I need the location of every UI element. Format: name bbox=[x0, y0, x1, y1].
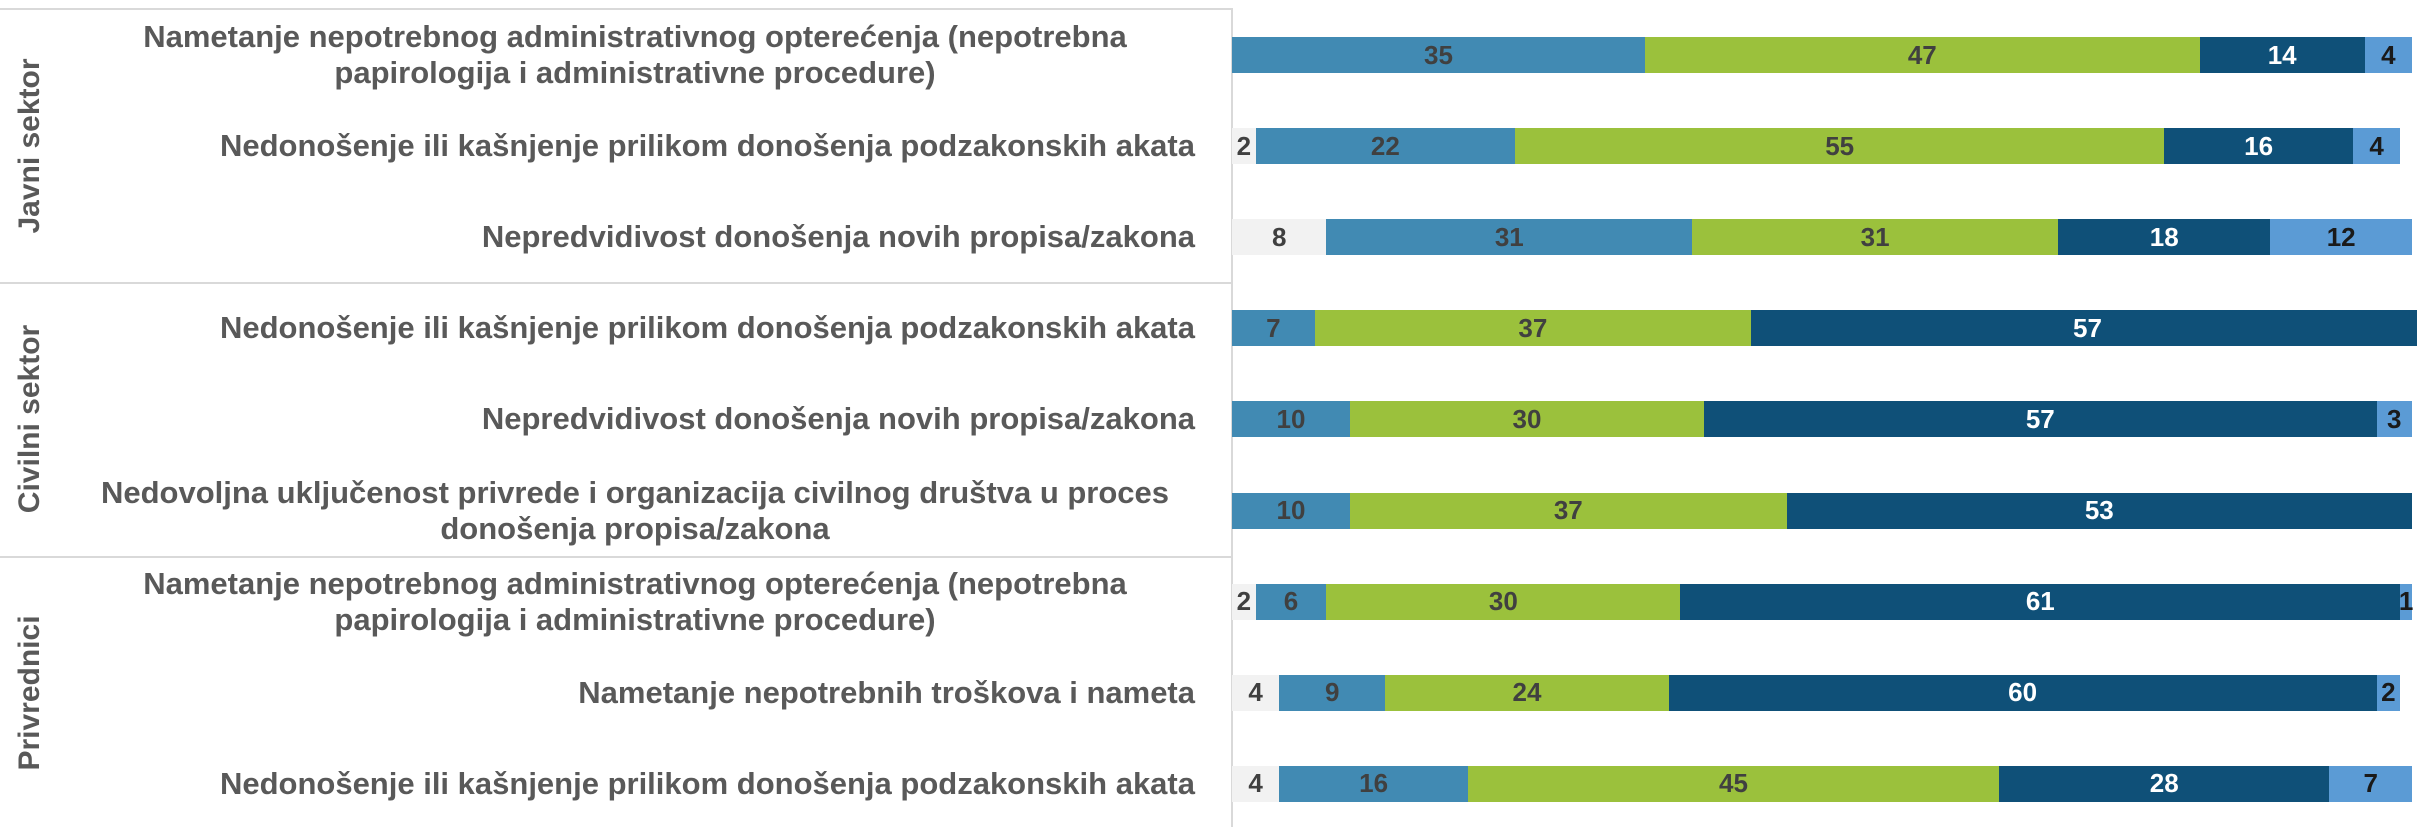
category-text: Nedonošenje ili kašnjenje prilikom donoš… bbox=[219, 765, 1195, 801]
bar-segment: 28 bbox=[1999, 765, 2330, 802]
category-text: Nedovoljna uključenost privrede i organi… bbox=[100, 474, 1170, 546]
bar-segment: 57 bbox=[1704, 401, 2377, 438]
category-label: Nedonošenje ili kašnjenje prilikom donoš… bbox=[75, 288, 1195, 368]
category-label: Nametanje nepotrebnog administrativnog o… bbox=[75, 15, 1195, 95]
bar-segment: 12 bbox=[2270, 219, 2412, 256]
bar-segment: 30 bbox=[1350, 401, 1704, 438]
bar-segment: 4 bbox=[2364, 37, 2412, 73]
bar-segment: 16 bbox=[1279, 765, 1468, 802]
bar-segment: 7 bbox=[1232, 310, 1315, 347]
bar-segment: 35 bbox=[1232, 37, 1645, 73]
bar-segment: 31 bbox=[1326, 219, 1693, 256]
bar-segment: 37 bbox=[1314, 310, 1752, 347]
bar-segment: 31 bbox=[1692, 219, 2058, 256]
bar-segment: 9 bbox=[1279, 674, 1386, 711]
group-label: Civilni sektor bbox=[13, 325, 46, 514]
bar-segment: 2 bbox=[2376, 674, 2401, 711]
bar-segment: 53 bbox=[1786, 492, 2412, 529]
bar-segment: 57 bbox=[1751, 310, 2417, 347]
bar-segment: 18 bbox=[2058, 219, 2271, 256]
bar-segment: 22 bbox=[1255, 128, 1516, 165]
bar-segment: 37 bbox=[1350, 492, 1787, 529]
bar-segment: 2 bbox=[1232, 583, 1256, 620]
category-label: Nametanje nepotrebnih troškova i nameta bbox=[75, 653, 1195, 733]
category-text: Nametanje nepotrebnog administrativnog o… bbox=[143, 19, 1127, 90]
category-text: Nametanje nepotrebnog administrativnog o… bbox=[143, 565, 1127, 637]
category-text: Nedonošenje ili kašnjenje prilikom donoš… bbox=[219, 128, 1195, 164]
bar-segment: 47 bbox=[1645, 37, 2200, 73]
bar-segment: 8 bbox=[1232, 219, 1327, 256]
bar-segment: 61 bbox=[1680, 583, 2401, 620]
group-label: Javni sektor bbox=[13, 58, 46, 234]
bar-segment: 55 bbox=[1515, 128, 2165, 165]
category-label: Nepredvidivost donošenja novih propisa/z… bbox=[75, 379, 1195, 459]
bar-segment: 24 bbox=[1385, 674, 1669, 711]
separator bbox=[0, 8, 1232, 10]
bar-segment: 30 bbox=[1326, 583, 1681, 620]
category-text: Nepredvidivost donošenja novih propisa/z… bbox=[481, 401, 1195, 437]
group-label: Privrednici bbox=[13, 615, 46, 771]
category-text: Nepredvidivost donošenja novih propisa/z… bbox=[481, 219, 1195, 255]
bar-segment: 14 bbox=[2199, 37, 2365, 73]
bar-segment: 16 bbox=[2164, 128, 2353, 165]
bar-segment: 45 bbox=[1468, 765, 1999, 802]
bar-segment: 10 bbox=[1232, 492, 1350, 529]
category-label: Nametanje nepotrebnog administrativnog o… bbox=[75, 562, 1195, 642]
category-label: Nedonošenje ili kašnjenje prilikom donoš… bbox=[75, 106, 1195, 186]
bar-segment: 1 bbox=[2399, 583, 2413, 620]
bar-segment: 4 bbox=[1232, 765, 1280, 802]
bar-segment: 10 bbox=[1232, 401, 1350, 438]
bar-segment: 7 bbox=[2329, 765, 2412, 802]
category-text: Nedonošenje ili kašnjenje prilikom donoš… bbox=[219, 310, 1195, 346]
bar-segment: 3 bbox=[2376, 401, 2412, 438]
bar-segment: 60 bbox=[1668, 674, 2377, 711]
separator bbox=[0, 282, 1232, 284]
bar-segment: 2 bbox=[1232, 128, 1256, 165]
category-label: Nepredvidivost donošenja novih propisa/z… bbox=[75, 197, 1195, 277]
separator bbox=[0, 556, 1232, 558]
bar-segment: 4 bbox=[2353, 128, 2401, 165]
category-text: Nametanje nepotrebnih troškova i nameta bbox=[578, 674, 1195, 710]
category-label: Nedovoljna uključenost privrede i organi… bbox=[75, 471, 1195, 551]
category-label: Nedonošenje ili kašnjenje prilikom donoš… bbox=[75, 744, 1195, 824]
bar-segment: 4 bbox=[1232, 674, 1280, 711]
bar-segment: 6 bbox=[1255, 583, 1327, 620]
